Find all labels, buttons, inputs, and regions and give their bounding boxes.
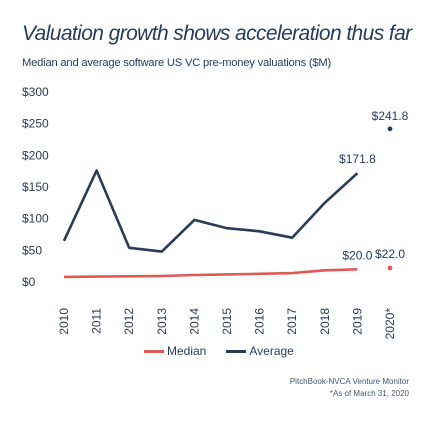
x-tick-label: 2015 bbox=[220, 308, 234, 335]
y-tick-label: $100 bbox=[22, 212, 49, 226]
x-tick-label: 2014 bbox=[187, 308, 201, 335]
x-tick-label: 2020* bbox=[383, 308, 397, 340]
legend-label-median: Median bbox=[167, 344, 207, 358]
x-tick-label: 2018 bbox=[318, 308, 332, 335]
x-tick-label: 2013 bbox=[155, 308, 169, 335]
legend-swatch-median bbox=[144, 349, 164, 353]
x-tick-label: 2012 bbox=[122, 308, 136, 335]
data-point-2020-median bbox=[387, 265, 393, 271]
x-tick-label: 2016 bbox=[253, 308, 267, 335]
data-label: $241.8 bbox=[372, 109, 409, 123]
y-tick-label: $50 bbox=[22, 243, 42, 257]
footnote-line: *As of March 31, 2020 bbox=[329, 389, 409, 398]
x-tick-label: 2010 bbox=[57, 308, 71, 335]
x-tick-label: 2019 bbox=[350, 308, 364, 335]
series-line-average bbox=[62, 169, 359, 253]
chart-legend: Median Average bbox=[144, 344, 294, 358]
y-tick-label: $200 bbox=[22, 148, 49, 162]
x-tick-label: 2017 bbox=[285, 308, 299, 335]
y-tick-label: $150 bbox=[22, 180, 49, 194]
source-note: PitchBook-NVCA Venture Monitor *As of Ma… bbox=[290, 376, 409, 400]
x-tick-label: 2011 bbox=[90, 308, 104, 334]
y-tick-label: $300 bbox=[22, 85, 49, 99]
chart-subtitle: Median and average software US VC pre-mo… bbox=[22, 57, 332, 69]
chart-title: Valuation growth shows acceleration thus… bbox=[22, 22, 412, 45]
y-tick-label: $250 bbox=[22, 117, 49, 131]
data-label: $171.8 bbox=[339, 152, 376, 166]
series-line-median bbox=[63, 268, 358, 279]
source-line: PitchBook-NVCA Venture Monitor bbox=[289, 377, 409, 386]
data-point-2020-average bbox=[387, 126, 393, 132]
data-label: $22.0 bbox=[375, 247, 405, 261]
data-label: $20.0 bbox=[342, 248, 372, 262]
legend-label-average: Average bbox=[249, 344, 294, 358]
legend-swatch-average bbox=[226, 349, 247, 353]
y-tick-label: $0 bbox=[22, 275, 36, 289]
